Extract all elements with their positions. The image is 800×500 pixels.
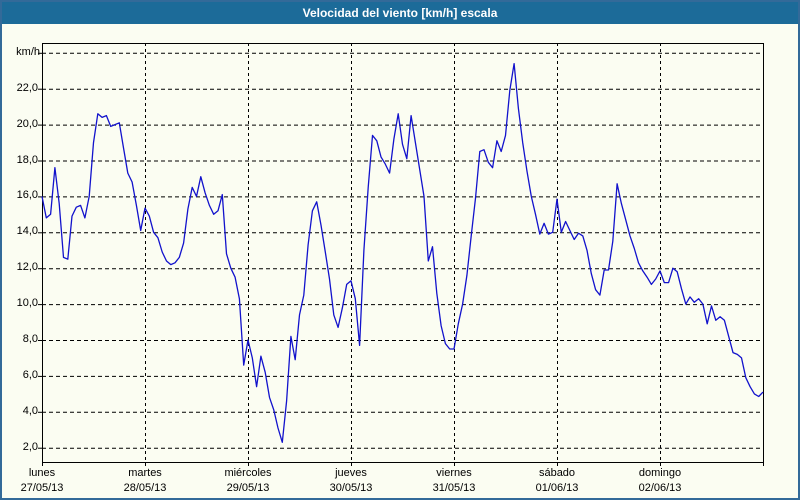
y-tick-label: 12,0 [16,261,38,274]
x-day-label: jueves [335,467,367,479]
y-tick-label: 2,0 [22,440,38,453]
x-date-label: 31/05/13 [432,482,476,494]
y-axis-unit-label: km/h [16,45,40,58]
y-tick-label: 18,0 [16,153,38,166]
title-bar: Velocidad del viento [km/h] escala [2,2,798,24]
x-date-label: 28/05/13 [123,482,167,494]
x-date-label: 02/06/13 [638,482,682,494]
x-date-label: 29/05/13 [226,482,270,494]
x-day-label: lunes [28,467,56,479]
plot-border [42,43,764,463]
y-tick-label: 16,0 [16,189,38,202]
y-tick-label: 4,0 [22,404,38,417]
x-day-label: martes [128,467,162,479]
x-day-label: sábado [538,467,576,479]
x-date-label: 27/05/13 [20,482,64,494]
x-day-label: miércoles [224,467,272,479]
y-tick-label: 8,0 [22,333,38,345]
y-tick-label: 10,0 [16,297,38,310]
x-day-label: viernes [436,467,472,479]
chart-title: Velocidad del viento [km/h] escala [302,6,498,20]
x-day-label: domingo [638,467,682,479]
y-tick-label: 22,0 [16,81,38,94]
y-tick-label: 14,0 [16,225,38,238]
y-tick-label: 20,0 [16,117,38,130]
y-tick-label: 6,0 [22,368,38,381]
wind-speed-line [41,62,764,443]
x-date-label: 30/05/13 [329,482,373,494]
x-date-label: 01/06/13 [535,482,579,494]
